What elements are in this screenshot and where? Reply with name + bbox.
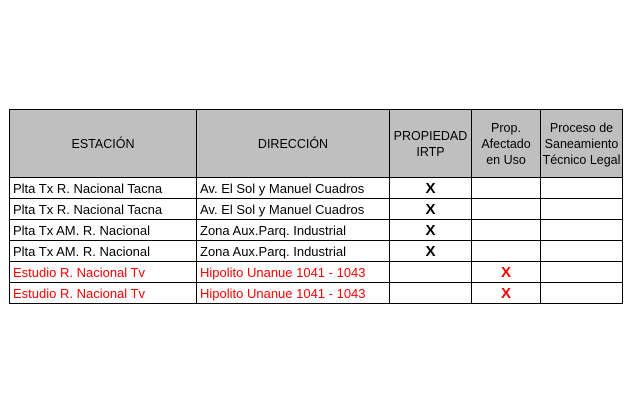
cell-saneamiento — [541, 220, 623, 241]
header-estacion-label: ESTACIÓN — [72, 137, 135, 151]
header-saneamiento-line: Técnico Legal — [543, 153, 621, 167]
cell-saneamiento — [541, 178, 623, 199]
cell-direccion: Av. El Sol y Manuel Cuadros — [197, 178, 390, 199]
cell-saneamiento — [541, 199, 623, 220]
header-afectado-line: Afectado — [481, 137, 530, 151]
cell-direccion: Zona Aux.Parq. Industrial — [197, 220, 390, 241]
table-row: Plta Tx R. Nacional Tacna Av. El Sol y M… — [10, 199, 623, 220]
cell-afectado — [472, 241, 541, 262]
table-row: Estudio R. Nacional Tv Hipolito Unanue 1… — [10, 283, 623, 304]
cell-afectado: X — [472, 283, 541, 304]
header-propiedad-line: IRTP — [416, 145, 444, 159]
table-row: Plta Tx R. Nacional Tacna Av. El Sol y M… — [10, 178, 623, 199]
cell-afectado: X — [472, 262, 541, 283]
header-saneamiento: Proceso de Saneamiento Técnico Legal — [541, 110, 623, 178]
table-row: Plta Tx AM. R. Nacional Zona Aux.Parq. I… — [10, 241, 623, 262]
cell-afectado — [472, 199, 541, 220]
header-afectado-line: en Uso — [486, 153, 526, 167]
cell-saneamiento — [541, 262, 623, 283]
cell-propiedad: X — [390, 178, 472, 199]
header-propiedad: PROPIEDAD IRTP — [390, 110, 472, 178]
header-direccion-label: DIRECCIÓN — [258, 137, 328, 151]
cell-estacion: Estudio R. Nacional Tv — [10, 262, 197, 283]
cell-estacion: Estudio R. Nacional Tv — [10, 283, 197, 304]
cell-propiedad: X — [390, 199, 472, 220]
cell-estacion: Plta Tx R. Nacional Tacna — [10, 199, 197, 220]
cell-saneamiento — [541, 283, 623, 304]
cell-afectado — [472, 220, 541, 241]
header-saneamiento-line: Proceso de — [550, 121, 613, 135]
cell-propiedad: X — [390, 220, 472, 241]
header-afectado: Prop. Afectado en Uso — [472, 110, 541, 178]
cell-propiedad — [390, 283, 472, 304]
cell-afectado — [472, 178, 541, 199]
header-afectado-line: Prop. — [491, 121, 521, 135]
table-row: Estudio R. Nacional Tv Hipolito Unanue 1… — [10, 262, 623, 283]
header-row: ESTACIÓN DIRECCIÓN PROPIEDAD IRTP Prop. … — [10, 110, 623, 178]
cell-saneamiento — [541, 241, 623, 262]
cell-estacion: Plta Tx AM. R. Nacional — [10, 241, 197, 262]
property-table: ESTACIÓN DIRECCIÓN PROPIEDAD IRTP Prop. … — [9, 109, 623, 304]
header-estacion: ESTACIÓN — [10, 110, 197, 178]
cell-direccion: Zona Aux.Parq. Industrial — [197, 241, 390, 262]
cell-direccion: Hipolito Unanue 1041 - 1043 — [197, 262, 390, 283]
header-saneamiento-line: Saneamiento — [545, 137, 619, 151]
header-direccion: DIRECCIÓN — [197, 110, 390, 178]
cell-direccion: Av. El Sol y Manuel Cuadros — [197, 199, 390, 220]
header-propiedad-line: PROPIEDAD — [394, 129, 468, 143]
cell-propiedad: X — [390, 241, 472, 262]
cell-propiedad — [390, 262, 472, 283]
cell-direccion: Hipolito Unanue 1041 - 1043 — [197, 283, 390, 304]
cell-estacion: Plta Tx AM. R. Nacional — [10, 220, 197, 241]
table-row: Plta Tx AM. R. Nacional Zona Aux.Parq. I… — [10, 220, 623, 241]
cell-estacion: Plta Tx R. Nacional Tacna — [10, 178, 197, 199]
